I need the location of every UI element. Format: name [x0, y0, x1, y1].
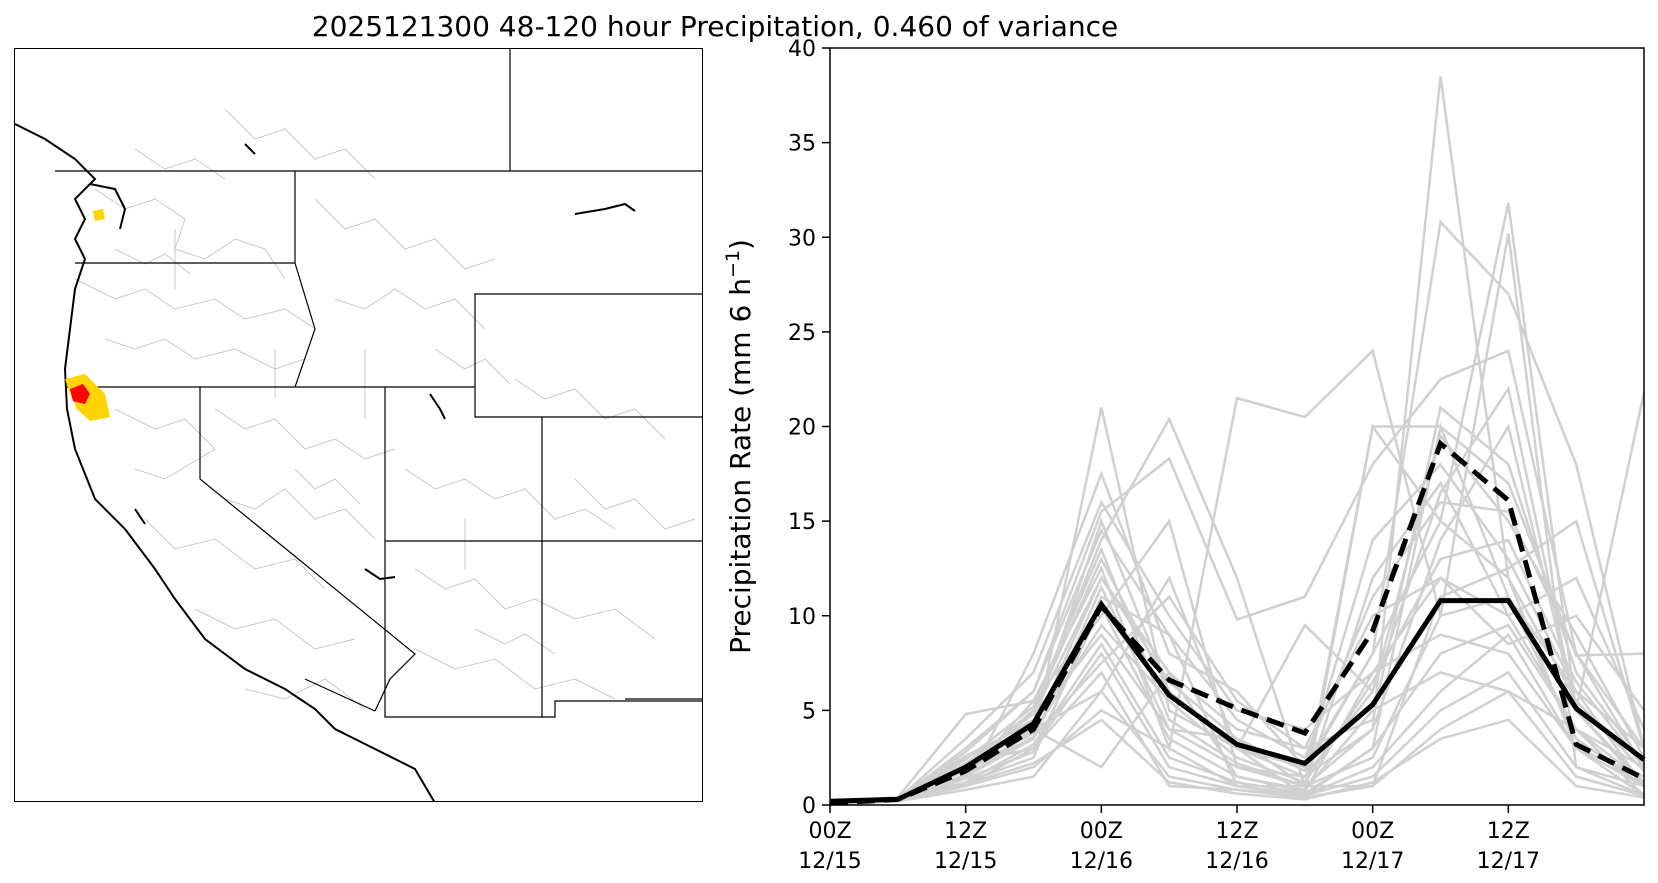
x-tick-label-date: 12/17 [1341, 849, 1404, 874]
ensemble-member-line-18 [829, 623, 1645, 805]
map-panel [14, 48, 703, 802]
ensemble-member-line-16 [829, 670, 1645, 805]
highlight-region [65, 209, 110, 421]
ensemble-members [829, 76, 1646, 807]
ensemble-member-line-21 [829, 519, 1645, 805]
basin-boundaries [74, 108, 696, 710]
ensemble-member-line-2 [829, 233, 1645, 803]
y-tick-label: 15 [788, 510, 816, 535]
ensemble-member-line-13 [829, 480, 1646, 805]
y-tick-label: 5 [802, 699, 816, 724]
x-tick-label-time: 12Z [944, 819, 987, 844]
solid-series-line [829, 598, 1646, 804]
figure-title: 2025121300 48-120 hour Precipitation, 0.… [311, 10, 1119, 43]
lakes [134, 143, 636, 581]
x-tick-label-time: 00Z [1080, 819, 1123, 844]
y-axis-label: Precipitation Rate (mm 6 h−1) [722, 239, 757, 654]
ensemble-member-line-26 [829, 718, 1645, 805]
y-axis: 0 5 10 15 20 25 30 35 40 [788, 37, 830, 819]
x-tick-label-time: 00Z [1351, 819, 1394, 844]
y-tick-label: 10 [788, 605, 816, 630]
y-tick-label: 30 [788, 226, 816, 251]
x-tick-label-time: 12Z [1487, 819, 1530, 844]
y-tick-label: 0 [802, 794, 816, 819]
dashed-series-line [829, 439, 1646, 806]
ensemble-member-line-23 [829, 546, 1645, 805]
ensemble-member-line-22 [829, 405, 1646, 805]
state-boundaries [55, 49, 702, 718]
ensemble-member-line-19 [829, 500, 1646, 803]
y-tick-label: 25 [788, 321, 816, 346]
ensemble-member-line-24 [829, 575, 1646, 805]
y-tick-label: 35 [788, 132, 816, 157]
x-tick-label-date: 12/15 [798, 849, 861, 874]
x-axis: 00Z 12/15 12Z 12/15 00Z 12/16 12Z 12/16 00Z 12/17… [798, 805, 1540, 874]
x-tick-label-date: 12/15 [934, 849, 997, 874]
highlight-small [93, 209, 105, 221]
highlighted-series [829, 439, 1646, 806]
western-us-map [15, 49, 702, 801]
ensemble-member-line-0 [829, 76, 1645, 805]
y-tick-label: 20 [788, 416, 816, 441]
x-tick-label-date: 12/16 [1070, 849, 1133, 874]
y-tick-label: 40 [788, 37, 816, 62]
x-tick-label-time: 12Z [1215, 819, 1258, 844]
x-tick-label-time: 00Z [808, 819, 851, 844]
ensemble-member-line-20 [829, 689, 1645, 805]
x-tick-label-date: 12/16 [1205, 849, 1268, 874]
ensemble-member-line-4 [829, 349, 1646, 805]
highlight-core [70, 384, 90, 404]
x-tick-label-date: 12/17 [1477, 849, 1540, 874]
coastline [15, 123, 435, 801]
ensemble-member-line-10 [829, 499, 1645, 805]
ensemble-member-line-25 [829, 385, 1645, 803]
